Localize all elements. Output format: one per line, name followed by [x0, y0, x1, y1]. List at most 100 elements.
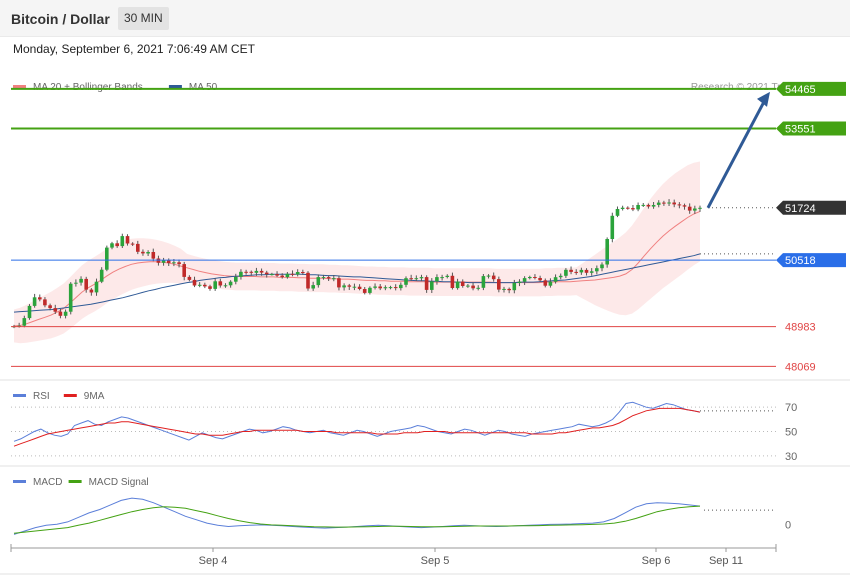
candle-body — [244, 271, 248, 273]
candle-body — [682, 205, 687, 207]
level-tag — [776, 200, 846, 215]
candle-body — [543, 280, 548, 286]
candle-body — [626, 207, 630, 209]
interval-badge[interactable]: 30 MIN — [118, 7, 169, 30]
level-label: 54465 — [785, 84, 816, 96]
candle-body — [223, 285, 228, 287]
candle-body — [481, 276, 486, 288]
candle-body — [79, 278, 83, 283]
candle-body — [94, 281, 99, 293]
candle-body — [161, 260, 166, 263]
candle-body — [672, 202, 676, 205]
candle-body — [693, 208, 697, 211]
candle-body — [605, 239, 609, 265]
candle-body — [646, 204, 651, 207]
candle-body — [476, 287, 480, 289]
x-tick-label: Sep 6 — [642, 555, 671, 567]
candle-body — [440, 277, 444, 279]
candle-body — [497, 279, 501, 290]
candle-body — [579, 269, 584, 273]
candle-body — [249, 271, 254, 273]
chart-header: Bitcoin / Dollar 30 MIN — [0, 0, 850, 37]
candle-body — [105, 247, 109, 270]
rsi-ma-line — [13, 407, 701, 447]
rsi-tick-label: 70 — [785, 402, 797, 414]
candle-body — [610, 215, 615, 239]
candle-body — [234, 276, 238, 282]
legend-swatch — [168, 85, 182, 88]
candle-body — [615, 209, 620, 216]
legend-label: MACD Signal — [89, 477, 149, 488]
candle-body — [404, 278, 408, 285]
candle-body — [677, 204, 682, 206]
candle-body — [450, 275, 455, 288]
candle-body — [362, 289, 367, 293]
level-label: 48069 — [785, 361, 816, 373]
candle-body — [32, 297, 37, 306]
candle-body — [74, 282, 78, 284]
candle-body — [136, 243, 140, 252]
candle-body — [656, 202, 661, 205]
bollinger-band — [14, 161, 700, 344]
legend-swatch — [68, 480, 82, 483]
candle-body — [445, 275, 450, 277]
candle-body — [177, 262, 181, 265]
x-tick-label: Sep 4 — [199, 555, 228, 567]
candle-body — [254, 270, 259, 273]
candle-body — [698, 207, 702, 209]
candle-body — [311, 285, 315, 289]
candle-body — [419, 277, 424, 279]
candle-body — [512, 282, 517, 291]
candle-body — [182, 264, 186, 277]
instrument-title: Bitcoin / Dollar — [11, 11, 110, 27]
legend-swatch — [13, 394, 26, 397]
candle-body — [264, 272, 269, 275]
projection-arrow — [706, 99, 767, 209]
candle-body — [466, 285, 470, 287]
candle-body — [460, 281, 465, 286]
candle-body — [172, 262, 176, 264]
candle-body — [636, 205, 640, 210]
candle-body — [321, 277, 326, 279]
copyright-text: Research © 2021 Trading Central — [691, 82, 840, 93]
candle-body — [285, 273, 290, 278]
candle-body — [192, 279, 197, 286]
candle-body — [595, 268, 599, 272]
candle-body — [393, 287, 398, 289]
candle-body — [662, 202, 666, 204]
legend-label: MA 20 + Bollinger Bands — [33, 82, 143, 93]
candle-body — [558, 275, 563, 278]
legend-swatch — [13, 480, 26, 483]
candle-body — [347, 285, 352, 287]
macd-tick-label: 0 — [785, 519, 791, 531]
projection-arrowhead — [757, 91, 770, 107]
candle-body — [574, 271, 578, 273]
candle-body — [667, 202, 671, 204]
candle-body — [430, 281, 434, 290]
candle-body — [270, 274, 274, 276]
candle-body — [22, 318, 27, 326]
level-tag — [776, 253, 846, 268]
candle-body — [502, 288, 506, 290]
candle-body — [197, 284, 202, 286]
candle-body — [146, 252, 150, 254]
level-label: 48983 — [785, 322, 816, 334]
candle-body — [455, 281, 460, 289]
candle-body — [27, 305, 32, 319]
candle-body — [507, 288, 511, 291]
candle-body — [38, 297, 42, 300]
level-label: 50518 — [785, 255, 816, 267]
legend-label: RSI — [33, 391, 50, 402]
candle-body — [342, 285, 346, 288]
candle-body — [84, 278, 88, 290]
candle-body — [383, 287, 388, 289]
candle-body — [368, 287, 372, 293]
candle-body — [378, 286, 382, 289]
level-label: 53551 — [785, 124, 816, 136]
candle-body — [373, 286, 377, 288]
candle-body — [259, 270, 264, 273]
candle-body — [156, 258, 161, 263]
candle-body — [352, 286, 357, 288]
candle-body — [337, 278, 341, 288]
